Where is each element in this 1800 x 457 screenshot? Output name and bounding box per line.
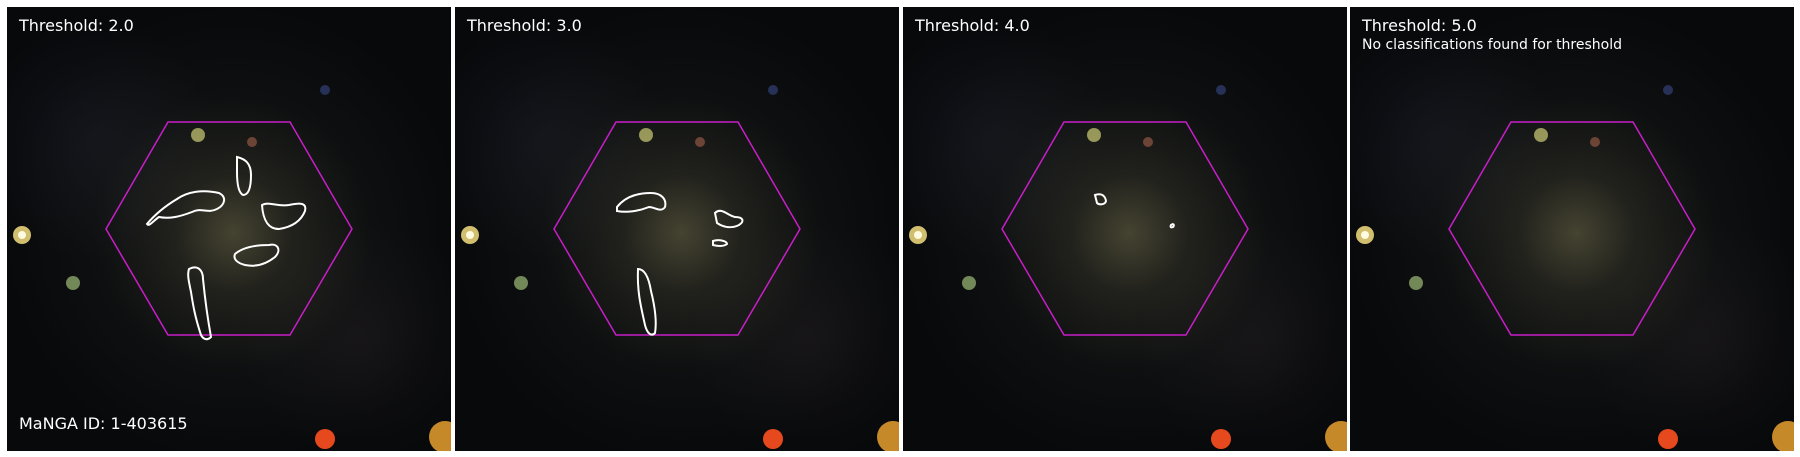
star — [1325, 421, 1347, 451]
image-panel-threshold-3: Threshold: 3.0 — [455, 7, 899, 451]
panel-overlay — [909, 85, 1347, 451]
ifu-hexagon — [105, 121, 353, 336]
star-core — [914, 231, 922, 239]
star — [877, 421, 899, 451]
contour — [187, 266, 213, 341]
star — [1772, 421, 1794, 451]
contour — [616, 191, 667, 213]
star — [66, 276, 80, 290]
contour — [260, 202, 307, 231]
star — [429, 421, 451, 451]
star — [1087, 128, 1101, 142]
image-panel-threshold-2: Threshold: 2.0 MaNGA ID: 1-403615 — [7, 7, 451, 451]
contour — [712, 239, 729, 247]
ifu-hexagon — [1001, 121, 1249, 336]
star-core — [466, 231, 474, 239]
star — [1534, 128, 1548, 142]
threshold-label: Threshold: 4.0 — [915, 16, 1030, 35]
contour — [713, 209, 744, 229]
star-core — [18, 231, 26, 239]
star — [1658, 429, 1678, 449]
star — [1409, 276, 1423, 290]
no-classifications-note: No classifications found for threshold — [1362, 37, 1622, 53]
contour — [1169, 223, 1175, 229]
panel-overlay — [461, 85, 899, 451]
star — [768, 85, 778, 95]
image-panel-threshold-5: Threshold: 5.0 No classifications found … — [1350, 7, 1794, 451]
star — [962, 276, 976, 290]
ifu-hexagon — [1448, 121, 1696, 336]
panel-overlay — [1356, 85, 1794, 451]
star — [315, 429, 335, 449]
panel-overlay — [13, 85, 451, 451]
star — [763, 429, 783, 449]
contour — [236, 155, 253, 197]
threshold-label: Threshold: 2.0 — [19, 16, 134, 35]
contour — [1093, 193, 1108, 206]
star — [695, 137, 705, 147]
contour — [145, 190, 225, 226]
contour — [636, 267, 657, 336]
star — [1143, 137, 1153, 147]
ifu-hexagon — [553, 121, 801, 336]
star — [1211, 429, 1231, 449]
star — [514, 276, 528, 290]
star — [1590, 137, 1600, 147]
contour — [233, 243, 280, 267]
star — [320, 85, 330, 95]
star — [639, 128, 653, 142]
star — [191, 128, 205, 142]
threshold-label: Threshold: 5.0 — [1362, 16, 1477, 35]
threshold-label: Threshold: 3.0 — [467, 16, 582, 35]
star — [1663, 85, 1673, 95]
star — [1216, 85, 1226, 95]
manga-id-label: MaNGA ID: 1-403615 — [19, 414, 188, 433]
star — [247, 137, 257, 147]
image-panel-threshold-4: Threshold: 4.0 — [903, 7, 1347, 451]
star-core — [1361, 231, 1369, 239]
